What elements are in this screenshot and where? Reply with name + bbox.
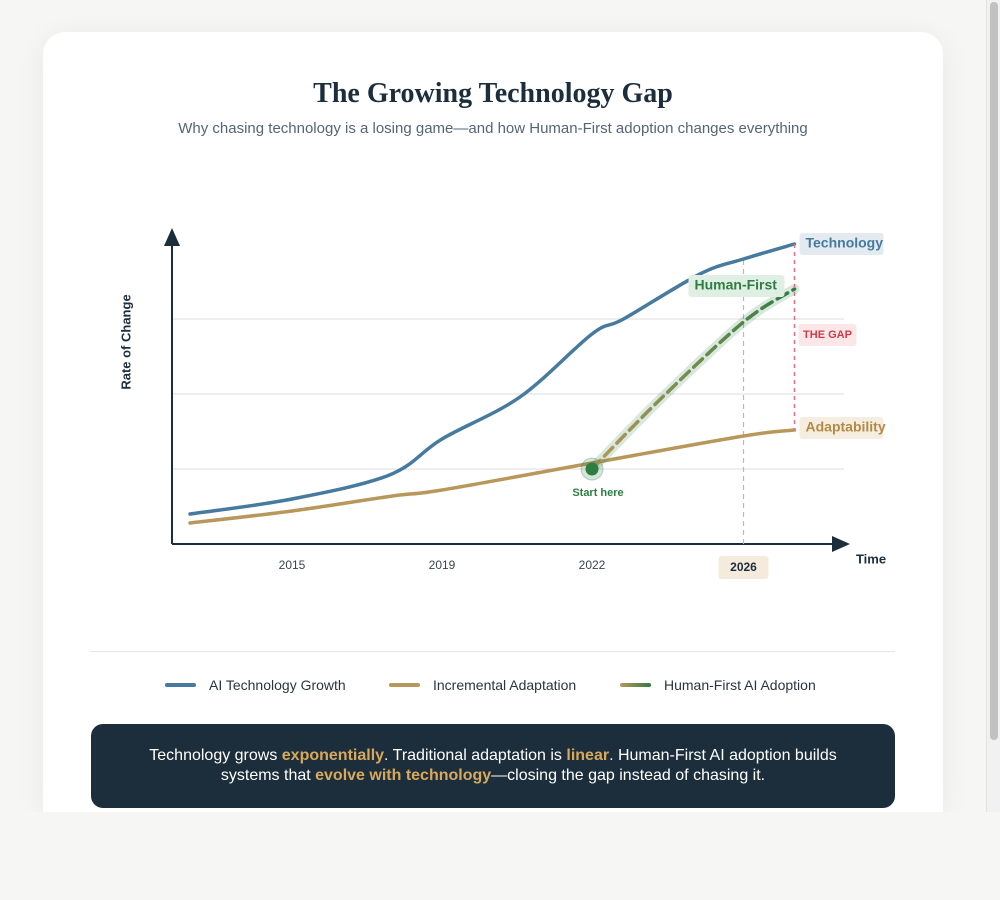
end-label-bg <box>799 233 884 255</box>
chart-subtitle: Why chasing technology is a losing game—… <box>178 120 808 137</box>
insight-fragment: Technology grows <box>149 747 282 764</box>
emphasis-text: evolve with technology <box>315 767 492 784</box>
insight-fragment: . Traditional adaptation is <box>384 747 567 764</box>
x-tick-label: 2015 <box>279 558 306 572</box>
end-label-bg <box>688 275 785 297</box>
insight-text: Technology grows exponentially. Traditio… <box>133 746 853 786</box>
x-tick-label: 2022 <box>579 558 606 572</box>
line <box>590 287 797 471</box>
legend-swatch <box>620 683 651 687</box>
insight-fragment: —closing the gap instead of chasing it. <box>491 767 766 784</box>
gap-label: THE GAP <box>803 329 852 341</box>
chart-title: The Growing Technology Gap <box>313 78 673 109</box>
legend-item: Incremental Adaptation <box>389 675 576 695</box>
x-axis-title: Time <box>856 551 886 566</box>
legend-label: AI Technology Growth <box>209 677 346 693</box>
line-glow <box>587 284 800 474</box>
emphasis-text: exponentially <box>281 747 385 764</box>
divider <box>90 651 895 652</box>
scrollbar[interactable] <box>986 0 1000 812</box>
legend-item: Human-First AI Adoption <box>620 675 816 695</box>
end-label: Human-First <box>695 277 778 293</box>
legend-swatch <box>165 683 196 687</box>
y-axis-title: Rate of Change <box>118 294 133 389</box>
insight-fragment: . Human-First AI adoption builds systems… <box>220 747 837 784</box>
legend-label: Incremental Adaptation <box>433 677 577 693</box>
card <box>43 32 943 812</box>
end-label: Adaptability <box>806 419 886 435</box>
year-highlight <box>718 556 769 579</box>
chart: Rate of Change Time 2015 2019 2022 2026 THE … <box>118 228 886 579</box>
page-background <box>0 812 1000 900</box>
emphasis-text: linear <box>566 747 610 764</box>
end-label-bg <box>799 417 884 439</box>
start-point <box>585 462 599 476</box>
gap-label-bg <box>798 324 857 346</box>
legend-item: AI Technology Growth <box>165 675 346 695</box>
end-label: Technology <box>806 235 884 251</box>
line <box>188 428 797 525</box>
legend-swatch <box>389 683 420 687</box>
x-tick-label: 2026 <box>730 560 757 574</box>
insight-box: Technology grows exponentially. Traditio… <box>91 724 895 808</box>
line <box>188 242 797 516</box>
start-label: Start here <box>572 487 623 499</box>
x-tick-label: 2019 <box>429 558 456 572</box>
scrollbar-thumb[interactable] <box>990 2 998 740</box>
legend-label: Human-First AI Adoption <box>664 677 816 693</box>
